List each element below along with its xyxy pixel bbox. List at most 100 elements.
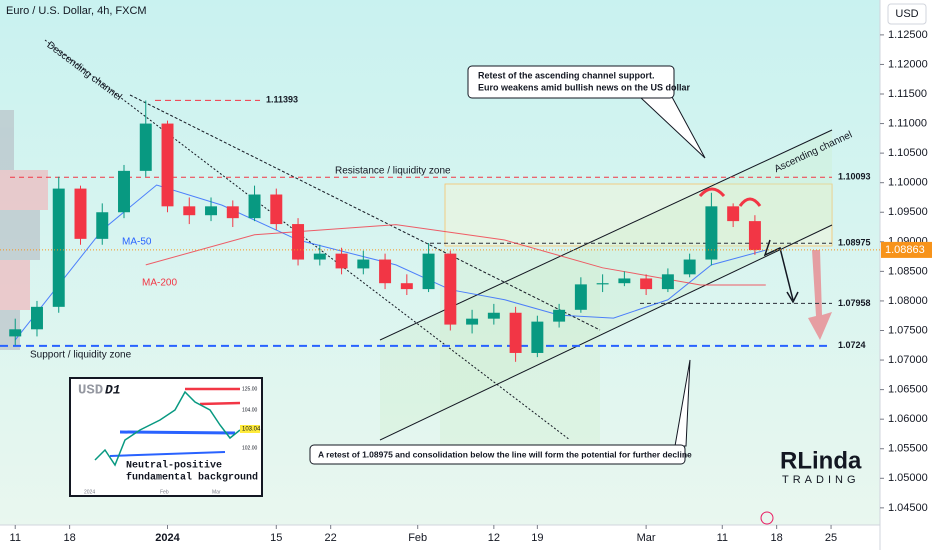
candle-body <box>553 309 566 322</box>
candle-body <box>727 206 740 222</box>
inset-x-label: Feb <box>160 489 169 495</box>
inset-note: fundamental background <box>126 472 258 484</box>
candle-body <box>531 321 544 353</box>
candle-body <box>183 206 196 216</box>
candle-body <box>422 253 435 290</box>
inset-tick: 125.00 <box>242 386 258 392</box>
axis-background <box>0 525 880 550</box>
level-label: 1.11393 <box>266 95 298 105</box>
brand: RLinda <box>780 447 862 474</box>
candle-body <box>683 259 696 275</box>
arrow <box>808 250 832 340</box>
candle-body <box>444 253 457 325</box>
candle-body <box>487 312 500 319</box>
inset-symbol: USD <box>78 383 103 399</box>
level-label: 1.08975 <box>838 238 871 248</box>
currency: USD <box>895 8 918 20</box>
x-tick-label: 22 <box>325 532 337 544</box>
candle-body <box>661 274 674 290</box>
y-tick-label: 1.12000 <box>888 58 928 70</box>
candle-body <box>357 259 370 269</box>
icon <box>760 511 774 525</box>
y-tick-label: 1.05000 <box>888 472 928 484</box>
axis-background <box>880 0 932 550</box>
candle-body <box>96 212 109 239</box>
x-tick-label: 18 <box>771 532 783 544</box>
inset-x-label: Mar <box>212 489 221 495</box>
candle-body <box>74 188 87 239</box>
inset-price: 103.04 <box>242 427 261 433</box>
y-tick-label: 1.05500 <box>888 443 928 455</box>
arrow <box>763 239 794 301</box>
y-tick-label: 1.10000 <box>888 177 928 189</box>
pattern-mark <box>698 187 726 198</box>
x-tick-label: 19 <box>531 532 543 544</box>
ma-label: MA-50 <box>122 237 152 248</box>
candle-body <box>161 123 174 207</box>
y-tick-label: 1.06000 <box>888 413 928 425</box>
x-tick-label: 12 <box>488 532 500 544</box>
candle-body <box>226 206 239 219</box>
price-tag-label: 1.08863 <box>885 244 925 256</box>
inset-timeframe: D1 <box>105 382 121 397</box>
channel-line <box>379 224 833 441</box>
candle-body <box>466 318 479 325</box>
candle-body <box>9 329 22 337</box>
candle-body <box>118 170 130 213</box>
volume-profile <box>0 110 48 350</box>
y-tick-label: 1.04500 <box>888 502 928 514</box>
candle-body <box>139 123 152 171</box>
y-tick-label: 1.07500 <box>888 324 928 336</box>
y-tick-label: 1.11500 <box>888 88 927 100</box>
y-tick-label: 1.11000 <box>888 117 927 129</box>
ma-line <box>145 224 766 286</box>
inset: USD D1 125.00 104.00 102.00 103.04 Neutr… <box>69 377 263 497</box>
candle-body <box>52 188 65 307</box>
y-tick-label: 1.12500 <box>888 29 928 41</box>
callout-text: A retest of 1.08975 and consolidation be… <box>318 449 692 459</box>
candle-body <box>509 312 522 353</box>
x-tick-label: 18 <box>63 532 75 544</box>
candle-body <box>748 221 761 251</box>
callout <box>467 65 675 99</box>
x-tick-label: 11 <box>10 532 21 544</box>
arrow <box>786 291 799 304</box>
candle-body <box>640 278 653 290</box>
inset-tick: 104.00 <box>242 407 258 413</box>
candle-body <box>379 259 392 284</box>
x-tick-label: Feb <box>408 532 427 544</box>
y-tick-label: 1.10500 <box>888 147 928 159</box>
x-tick-label: Mar <box>637 532 656 544</box>
x-tick-label: 2024 <box>155 532 180 544</box>
callout-text: Retest of the ascending channel support. <box>478 70 655 80</box>
y-tick-label: 1.08000 <box>888 295 928 307</box>
x-tick-label: 11 <box>717 532 728 544</box>
candle-body <box>335 253 348 269</box>
price-tag <box>881 241 932 258</box>
candle-body <box>618 278 631 284</box>
candle-body <box>596 283 609 285</box>
callout <box>309 444 686 465</box>
x-tick-label: 25 <box>825 532 837 544</box>
y-tick-label: 1.09500 <box>888 206 928 218</box>
candle-body <box>270 194 283 225</box>
level-label: 1.10093 <box>838 172 871 182</box>
level-label: 1.07958 <box>838 298 871 308</box>
y-tick-label: 1.07000 <box>888 354 928 366</box>
x-tick-label: 15 <box>270 532 282 544</box>
ma-label: MA-200 <box>142 278 177 289</box>
level-label: 1.0724 <box>838 340 866 350</box>
inset-note: Neutral-positive <box>126 460 222 472</box>
candle-body <box>574 284 587 310</box>
y-tick-label: 1.06500 <box>888 384 928 396</box>
chart-title: Euro / U.S. Dollar, 4h, FXCM <box>6 5 147 17</box>
annotation: Resistance / liquidity zone <box>335 166 451 177</box>
y-tick-label: 1.08500 <box>888 265 928 277</box>
inset-tick: 102.00 <box>242 445 258 451</box>
inset-x-label: 2024 <box>84 489 95 495</box>
currency-button[interactable] <box>887 3 927 25</box>
brand: TRADING <box>782 474 860 486</box>
candle-body <box>400 283 413 290</box>
candle-body <box>205 206 218 216</box>
